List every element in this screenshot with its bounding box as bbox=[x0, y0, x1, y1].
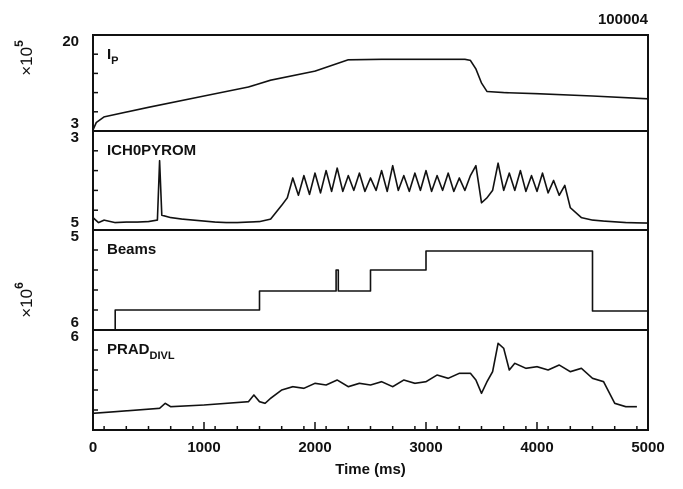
x-tick-label: 1000 bbox=[187, 439, 220, 456]
y-tick-label: 3 bbox=[71, 115, 79, 132]
label-main: PRAD bbox=[107, 341, 150, 358]
x-tick-label: 5000 bbox=[631, 439, 664, 456]
x-tick-label: 4000 bbox=[520, 439, 553, 456]
label-main: ICH0PYROM bbox=[107, 142, 196, 159]
multiplier-base: ×10 bbox=[17, 289, 36, 318]
panel-label: PRADDIVL bbox=[107, 341, 175, 362]
y-tick-label: 20 bbox=[62, 33, 79, 50]
y-tick-label: 6 bbox=[71, 314, 79, 331]
label-main: Beams bbox=[107, 241, 156, 258]
panel-frame bbox=[92, 34, 649, 132]
y-tick-label: 3 bbox=[71, 129, 79, 146]
shot-number: 100004 bbox=[598, 11, 649, 28]
x-tick-label: 2000 bbox=[298, 439, 331, 456]
x-tick-label: 3000 bbox=[409, 439, 442, 456]
trace-line bbox=[92, 342, 637, 415]
axis-multiplier: ×106 bbox=[12, 282, 36, 318]
label-main: I bbox=[107, 46, 111, 63]
x-tick-label: 0 bbox=[89, 439, 97, 456]
panel-label: Beams bbox=[107, 241, 156, 258]
y-tick-label: 5 bbox=[71, 228, 79, 245]
multiplier-exp: 6 bbox=[12, 282, 26, 289]
panel-label: ICH0PYROM bbox=[107, 142, 196, 159]
y-tick-label: 5 bbox=[71, 214, 79, 231]
multiplier-exp: 5 bbox=[12, 40, 26, 47]
label-sub: DIVL bbox=[150, 350, 175, 362]
label-sub: P bbox=[111, 55, 118, 67]
panel-frame bbox=[92, 329, 649, 431]
panel-label: IP bbox=[107, 46, 119, 67]
y-tick-label: 6 bbox=[71, 328, 79, 345]
trace-line bbox=[114, 250, 648, 330]
trace-line bbox=[92, 58, 649, 131]
trace-line bbox=[92, 159, 649, 224]
x-axis-label: Time (ms) bbox=[335, 461, 406, 478]
multiplier-base: ×10 bbox=[17, 47, 36, 76]
axis-multiplier: ×105 bbox=[12, 40, 36, 76]
